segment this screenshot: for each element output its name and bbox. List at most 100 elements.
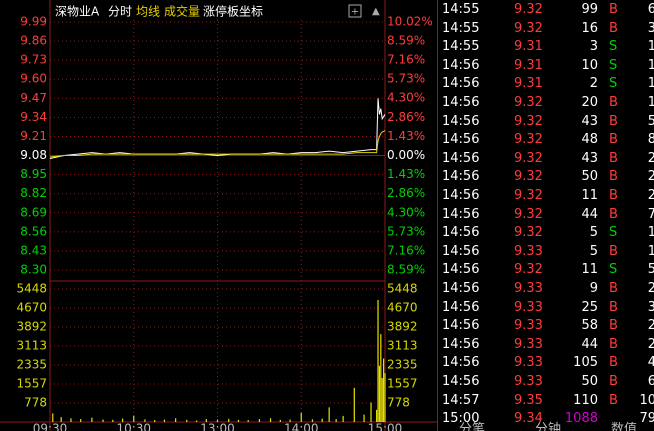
y-tick-label: 8.69 [20, 205, 47, 219]
menu-item[interactable]: 分时 [108, 5, 132, 19]
y-tick-label: 9.99 [20, 15, 47, 29]
trade-side: S [609, 262, 618, 278]
trade-side: B [609, 299, 618, 315]
y2-tick-label: 8.59% [387, 34, 425, 48]
trade-list: 14:55 9.32 99 B 6 14:55 9.32 16 B 3 14:55 9.31 3 S 1 14… [439, 0, 654, 431]
volume-bar [60, 417, 62, 422]
trade-time: 14:56 [442, 132, 480, 148]
y2-tick-label: 1.43% [387, 129, 425, 143]
y-tick-label: 778 [24, 396, 47, 410]
trade-count: 6 [647, 374, 654, 389]
volume-bar [328, 407, 330, 422]
trade-volume: 11 [581, 262, 598, 278]
y2-tick-label: 778 [387, 396, 410, 410]
trade-volume: 44 [581, 206, 598, 222]
tab[interactable]: 分钟 [535, 422, 562, 431]
y-tick-label: 5448 [16, 282, 47, 296]
trade-side: B [609, 243, 618, 259]
x-tick-label: 13:00 [200, 422, 235, 431]
trade-volume: 20 [581, 95, 598, 110]
trade-count: 5 [647, 113, 654, 129]
volume-bar [311, 419, 314, 422]
trade-side: B [609, 95, 618, 110]
trade-count: 2 [647, 318, 654, 334]
y2-tick-label: 2.86% [387, 110, 425, 124]
volume-bar [205, 419, 207, 422]
menu-item[interactable]: 涨停板坐标 [203, 4, 263, 19]
volume-bar [154, 420, 156, 422]
trade-price: 9.32 [514, 225, 543, 241]
trade-side: B [609, 150, 618, 166]
trade-time: 14:56 [442, 355, 480, 371]
volume-bar [289, 419, 291, 422]
trade-time: 14:56 [442, 262, 480, 278]
trade-count: 6 [647, 2, 654, 17]
trade-price: 9.34 [514, 411, 543, 427]
trade-volume: 48 [581, 132, 598, 148]
volume-bar [376, 409, 378, 422]
y2-tick-label: 1557 [387, 376, 418, 390]
volume-bar [80, 419, 82, 422]
trade-volume: 10 [581, 57, 598, 73]
trade-side: S [609, 39, 618, 55]
trade-price: 9.32 [514, 2, 543, 17]
trade-price: 9.33 [514, 281, 543, 296]
trade-volume: 50 [581, 374, 598, 389]
volume-bar [279, 419, 281, 422]
trade-time: 14:56 [442, 299, 480, 315]
y-tick-label: 8.95 [20, 167, 47, 181]
y-tick-label: 9.34 [20, 110, 47, 124]
trade-time: 14:56 [442, 95, 480, 110]
y-tick-label: 4670 [16, 300, 47, 314]
trade-price: 9.31 [514, 76, 543, 92]
trade-volume: 58 [581, 318, 598, 334]
trade-side: B [609, 206, 618, 222]
volume-bar [163, 419, 166, 422]
trade-price: 9.32 [514, 20, 543, 36]
volume-bar [269, 418, 272, 422]
y-tick-label: 9.21 [20, 129, 47, 143]
trade-volume: 9 [589, 281, 598, 296]
trade-time: 14:56 [442, 76, 480, 92]
y-tick-label: 9.86 [20, 34, 47, 48]
trade-price: 9.32 [514, 262, 543, 278]
y-tick-label: 3113 [16, 339, 47, 353]
y-tick-label: 8.30 [20, 263, 47, 277]
volume-bar [175, 418, 177, 422]
trade-count: 7 [647, 206, 654, 222]
trade-price: 9.33 [514, 243, 543, 259]
trade-count: 2 [647, 281, 654, 296]
trade-time: 14:55 [442, 39, 480, 55]
volume-bar [228, 418, 230, 422]
volume-bar [377, 299, 379, 422]
volume-bar [363, 414, 365, 422]
zoom-button[interactable] [348, 4, 362, 18]
arrow-button[interactable]: ▲ [372, 6, 380, 17]
trade-side: B [609, 132, 618, 148]
trade-count: 2 [647, 188, 654, 203]
trade-time: 14:56 [442, 243, 480, 259]
trade-volume: 3 [589, 39, 598, 55]
tab[interactable]: 分笔 [459, 422, 486, 431]
trade-side: B [609, 2, 618, 17]
volume-bar [133, 415, 135, 422]
tab[interactable]: 数值 [611, 422, 638, 431]
trade-price: 9.33 [514, 374, 543, 389]
trade-volume: 5 [589, 225, 598, 241]
menu-item[interactable]: 均线 [136, 5, 160, 19]
volume-bar [186, 419, 188, 422]
trade-count: 2 [647, 169, 654, 185]
volume-bar [237, 419, 240, 422]
y2-tick-label: 0.00% [387, 148, 425, 162]
trade-side: B [609, 318, 618, 334]
volume-bar [335, 419, 337, 422]
menu-item[interactable]: 成交量 [164, 4, 200, 19]
trade-time: 14:56 [442, 225, 480, 241]
trade-price: 9.32 [514, 206, 543, 222]
volume-bar [91, 417, 93, 422]
y2-tick-label: 4.30% [387, 205, 425, 219]
trade-time: 14:56 [442, 336, 480, 352]
trade-volume: 105 [573, 355, 598, 371]
trade-count: 1 [647, 39, 654, 55]
trade-side: B [609, 113, 618, 129]
